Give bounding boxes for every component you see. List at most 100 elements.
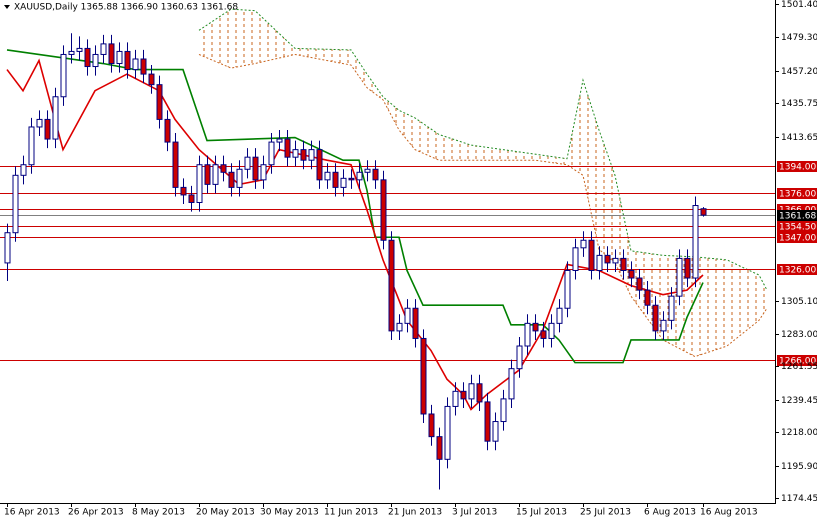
level-label-box	[777, 161, 817, 172]
candle-body	[20, 164, 27, 176]
candle-body	[4, 232, 11, 264]
candle-body	[316, 149, 323, 181]
candle-body	[284, 138, 291, 158]
x-tick-label: 6 Aug 2013	[644, 508, 696, 518]
candle-body	[332, 171, 339, 188]
candle-body	[92, 53, 99, 68]
candle-body	[516, 345, 523, 370]
x-tick-label: 25 Jul 2013	[580, 508, 631, 518]
candle-body	[436, 436, 443, 460]
x-tick-label: 21 Jun 2013	[388, 508, 442, 518]
candle-body	[612, 257, 619, 264]
level-label-box	[777, 355, 817, 366]
candle-body	[100, 43, 107, 55]
level-label: 1376.00	[779, 190, 816, 200]
candle-body	[276, 138, 283, 143]
level-label: 1354.50	[779, 223, 816, 233]
y-tick-label: 1218.00	[781, 428, 817, 438]
candle-body	[444, 405, 451, 460]
candle-body	[308, 149, 315, 161]
candle-body	[204, 164, 211, 185]
candle-body	[652, 304, 659, 332]
candle-body	[52, 96, 59, 140]
x-tick-label: 8 May 2013	[132, 508, 185, 518]
candle-body	[404, 307, 411, 324]
y-tick-label: 1261.55	[781, 362, 817, 372]
candle-body	[12, 174, 19, 234]
candle-body	[564, 269, 571, 309]
candle-body	[628, 269, 635, 279]
bid-label-box	[777, 210, 817, 221]
x-tick-label: 15 Jul 2013	[516, 508, 567, 518]
plot-area	[0, 8, 775, 490]
kijun-line	[6, 49, 704, 364]
candle-body	[172, 141, 179, 188]
candle-body	[468, 383, 475, 400]
candle-body	[388, 239, 395, 332]
candle-body	[108, 43, 115, 65]
level-label-box	[777, 188, 817, 199]
candle-body	[420, 337, 427, 415]
candle-body	[620, 257, 627, 271]
y-tick-label: 1174.45	[781, 494, 817, 504]
level-label-box	[777, 264, 817, 275]
candle-body	[140, 58, 147, 75]
candle-body	[36, 118, 43, 128]
y-tick-label: 1195.90	[781, 462, 817, 472]
candle-body	[540, 330, 547, 339]
title-icon	[4, 5, 10, 9]
bid-label: 1361.68	[779, 212, 816, 222]
candle-body	[428, 413, 435, 438]
candle-body	[148, 73, 155, 86]
chart-title: XAUUSD,Daily 1365.88 1366.90 1360.63 136…	[14, 3, 238, 13]
candle-body	[476, 383, 483, 403]
candle-body	[28, 126, 35, 166]
level-label: 1394.00	[779, 163, 816, 173]
candle-body	[60, 53, 67, 98]
candle-body	[484, 401, 491, 442]
candle-body	[580, 239, 587, 249]
x-tick-label: 16 Aug 2013	[700, 508, 758, 518]
candle-body	[292, 149, 299, 158]
candle-body	[132, 58, 139, 71]
candle-body	[340, 177, 347, 188]
candle-body	[44, 118, 51, 140]
candle-body	[260, 164, 267, 181]
candle-body	[156, 84, 163, 120]
level-label-box	[777, 232, 817, 243]
level-label: 1266.00	[779, 357, 816, 367]
candle-body	[180, 186, 187, 196]
candle-body	[116, 50, 123, 65]
candle-body	[412, 307, 419, 339]
candle-body	[644, 289, 651, 306]
y-tick-label: 1239.45	[781, 396, 817, 406]
candle-body	[460, 390, 467, 400]
candle-body	[452, 390, 459, 407]
candle-body	[556, 307, 563, 324]
y-tick-label: 1501.40	[781, 0, 817, 10]
y-tick-label: 1283.00	[781, 330, 817, 340]
candle-body	[356, 171, 363, 181]
candle-body	[532, 322, 539, 332]
cloud-upper-edge	[198, 8, 768, 291]
tenkan-line	[6, 58, 704, 411]
x-tick-label: 20 May 2013	[196, 508, 255, 518]
candle-body	[212, 164, 219, 185]
y-tick-label: 1305.10	[781, 297, 817, 307]
candle-body	[596, 254, 603, 271]
candle-body	[236, 168, 243, 188]
candle-body	[124, 50, 131, 71]
candle-body	[524, 322, 531, 347]
candle-body	[300, 149, 307, 161]
x-tick-label: 3 Jul 2013	[452, 508, 497, 518]
candle-body	[700, 208, 707, 216]
candle-body	[164, 118, 171, 143]
y-tick-label: 1479.30	[781, 33, 817, 43]
x-tick-label: 26 Apr 2013	[68, 508, 124, 518]
x-tick-label: 16 Apr 2013	[4, 508, 60, 518]
candle-body	[604, 254, 611, 264]
y-tick-label: 1435.75	[781, 99, 817, 109]
candle-body	[84, 47, 91, 68]
candle-body	[572, 247, 579, 271]
